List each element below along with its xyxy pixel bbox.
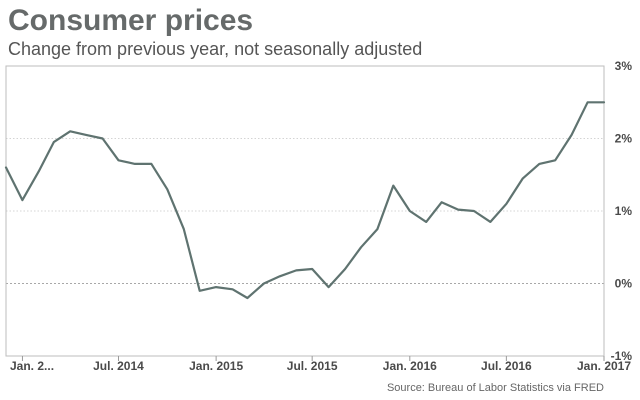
y-tick-label: 3%	[615, 59, 633, 73]
x-axis-ticks: Jan. 2... Jul. 2014 Jan. 2015 Jul. 2015 Jan.…	[10, 356, 631, 373]
chart-source: Source: Bureau of Labor Statistics via F…	[387, 382, 604, 394]
chart-title: Consumer prices	[8, 4, 253, 37]
x-tick-label: Jul. 2014	[93, 359, 144, 373]
series-line	[4, 101, 606, 300]
x-tick-label: Jul. 2015	[287, 359, 338, 373]
chart-subtitle: Change from previous year, not seasonall…	[8, 39, 422, 59]
y-tick-label: -1%	[611, 349, 633, 363]
x-tick-label: Jan. 2016	[383, 359, 437, 373]
x-tick-label: Jan. 2017	[577, 359, 631, 373]
x-tick-label: Jul. 2016	[481, 359, 532, 373]
y-tick-label: 1%	[615, 204, 633, 218]
x-tick-label: Jan. 2...	[10, 359, 54, 373]
series-layer	[4, 101, 606, 300]
y-tick-label: 2%	[615, 132, 633, 146]
plot-frame	[5, 65, 605, 357]
y-tick-label: 0%	[615, 277, 633, 291]
y-axis-ticks: 3% 2% 1% 0% -1%	[611, 59, 633, 363]
x-tick-label: Jan. 2015	[189, 359, 243, 373]
grid-lines	[6, 138, 604, 284]
